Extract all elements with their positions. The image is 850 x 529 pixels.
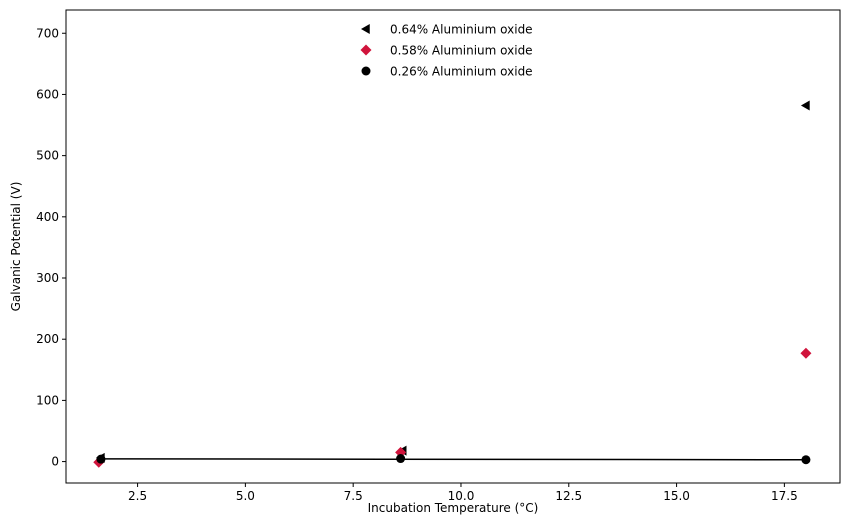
series-1-point [800,100,810,111]
series-3-point [396,454,406,464]
y-axis-label: Galvanic Potential (V) [9,182,23,312]
x-tick-label: 7.5 [344,489,363,503]
legend-label-series-1: 0.64% Aluminium oxide [390,23,533,37]
series-3-point [96,454,106,464]
y-tick-label: 600 [36,87,59,101]
y-tick-label: 200 [36,332,59,346]
series-2-point [800,347,812,359]
y-tick-label: 300 [36,271,59,285]
y-tick-label: 100 [36,393,59,407]
x-tick-label: 15.0 [663,489,690,503]
x-tick-label: 5.0 [236,489,255,503]
x-tick-label: 10.0 [448,489,475,503]
y-tick-label: 700 [36,26,59,40]
legend-marker-series-1 [361,24,370,34]
x-tick-label: 12.5 [555,489,582,503]
plot-frame [65,9,841,484]
x-tick-label: 17.5 [771,489,798,503]
legend-label-series-3: 0.26% Aluminium oxide [390,65,533,79]
trend-line [100,458,806,461]
y-tick-label: 500 [36,149,59,163]
series-3-point [801,455,811,465]
x-tick-label: 2.5 [128,489,147,503]
legend-marker-series-3 [361,66,371,76]
y-tick-label: 0 [51,455,59,469]
legend-marker-series-2 [360,44,372,56]
legend-label-series-2: 0.58% Aluminium oxide [390,44,533,58]
x-axis-label: Incubation Temperature (°C) [368,501,539,515]
y-tick-label: 400 [36,210,59,224]
